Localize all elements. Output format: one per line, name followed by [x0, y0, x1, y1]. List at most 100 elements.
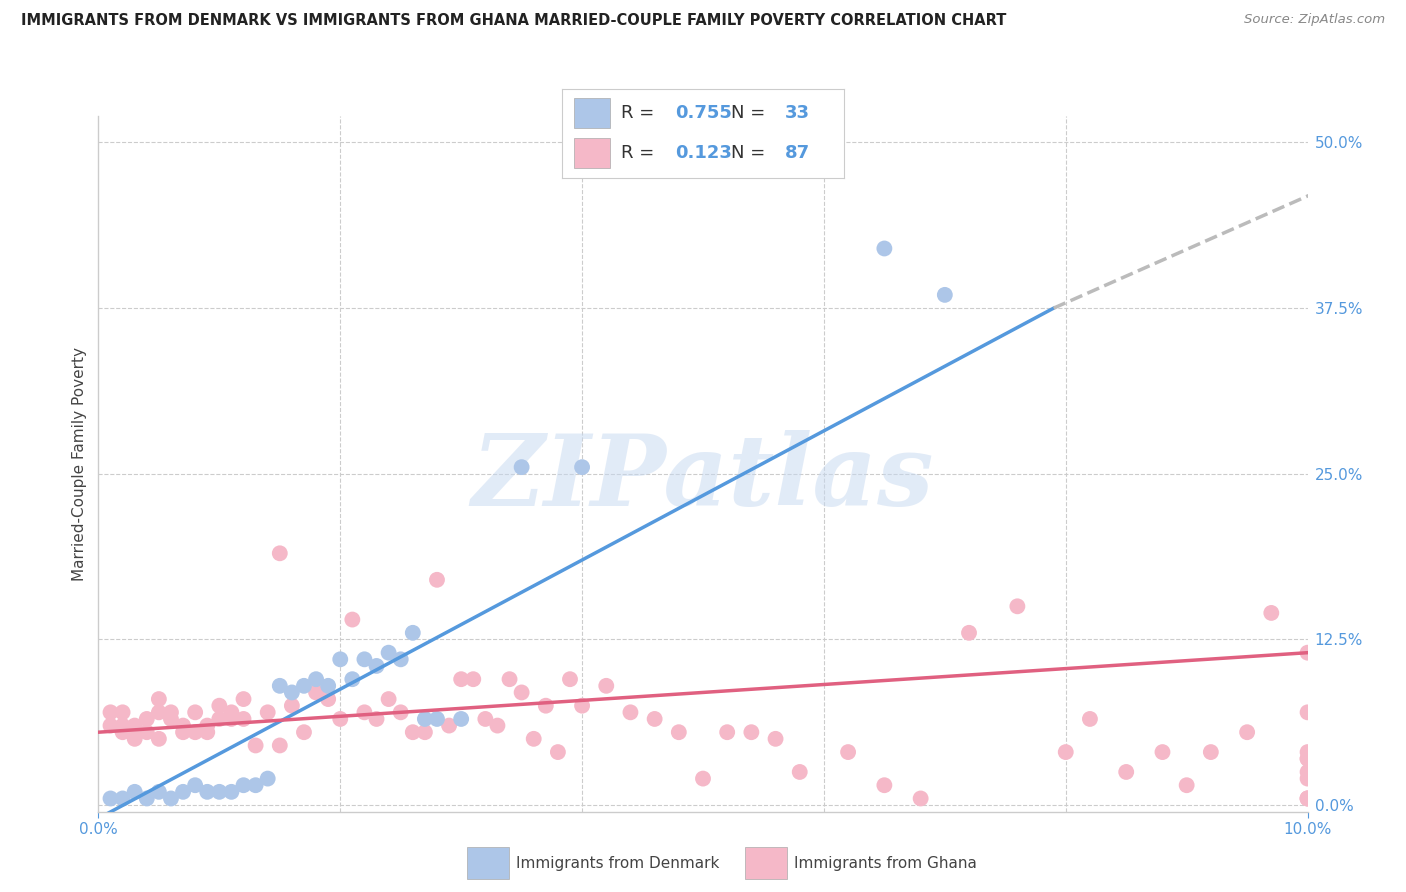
Point — [1175, 778, 1198, 792]
Point — [1078, 712, 1101, 726]
Text: N =: N = — [731, 103, 770, 122]
Point — [232, 712, 254, 726]
Point — [486, 718, 509, 732]
Point — [184, 778, 207, 792]
Point — [256, 706, 278, 720]
Point — [160, 791, 183, 805]
Point — [221, 706, 243, 720]
Point — [329, 652, 352, 666]
Point — [558, 672, 581, 686]
Point — [269, 679, 291, 693]
Point — [873, 778, 896, 792]
Point — [934, 288, 956, 302]
Point — [160, 706, 183, 720]
Text: Immigrants from Denmark: Immigrants from Denmark — [516, 855, 718, 871]
Point — [184, 706, 207, 720]
Point — [510, 460, 533, 475]
Point — [837, 745, 859, 759]
Text: Source: ZipAtlas.com: Source: ZipAtlas.com — [1244, 13, 1385, 27]
Point — [172, 785, 194, 799]
Point — [172, 718, 194, 732]
Point — [281, 685, 304, 699]
Point — [124, 731, 146, 746]
Point — [148, 692, 170, 706]
Point — [571, 698, 593, 713]
Point — [342, 672, 364, 686]
Point — [402, 625, 425, 640]
Point — [668, 725, 690, 739]
Point — [292, 679, 315, 693]
Point — [910, 791, 932, 805]
Point — [353, 706, 375, 720]
Point — [316, 692, 339, 706]
Point — [413, 712, 436, 726]
Text: 33: 33 — [785, 103, 810, 122]
Point — [450, 672, 472, 686]
Point — [692, 772, 714, 786]
Point — [437, 718, 460, 732]
Point — [377, 692, 399, 706]
Point — [100, 791, 122, 805]
Text: R =: R = — [621, 144, 666, 162]
Point — [450, 712, 472, 726]
Point — [353, 652, 375, 666]
Point — [256, 772, 278, 786]
Point — [619, 706, 641, 720]
Point — [1296, 791, 1319, 805]
Point — [873, 242, 896, 256]
Point — [1115, 764, 1137, 779]
Y-axis label: Married-Couple Family Poverty: Married-Couple Family Poverty — [72, 347, 87, 581]
Point — [221, 785, 243, 799]
Point — [595, 679, 617, 693]
Point — [1296, 772, 1319, 786]
Point — [740, 725, 762, 739]
Point — [1054, 745, 1077, 759]
Point — [232, 778, 254, 792]
Point — [245, 739, 267, 753]
Text: ZIPatlas: ZIPatlas — [472, 430, 934, 526]
Point — [269, 546, 291, 560]
Point — [100, 718, 122, 732]
Point — [316, 679, 339, 693]
Point — [1296, 745, 1319, 759]
Point — [765, 731, 787, 746]
Point — [571, 460, 593, 475]
Point — [1296, 706, 1319, 720]
Point — [389, 652, 412, 666]
Point — [269, 739, 291, 753]
Point — [208, 712, 231, 726]
Point — [305, 685, 328, 699]
Point — [135, 725, 157, 739]
Point — [221, 712, 243, 726]
Text: R =: R = — [621, 103, 661, 122]
Point — [195, 785, 218, 799]
Point — [644, 712, 666, 726]
Text: Immigrants from Ghana: Immigrants from Ghana — [794, 855, 977, 871]
Point — [413, 725, 436, 739]
Point — [426, 712, 449, 726]
Point — [716, 725, 738, 739]
Point — [342, 613, 364, 627]
Text: N =: N = — [731, 144, 770, 162]
Point — [135, 712, 157, 726]
Point — [232, 692, 254, 706]
Bar — [467, 847, 509, 879]
Point — [402, 725, 425, 739]
Text: IMMIGRANTS FROM DENMARK VS IMMIGRANTS FROM GHANA MARRIED-COUPLE FAMILY POVERTY C: IMMIGRANTS FROM DENMARK VS IMMIGRANTS FR… — [21, 13, 1007, 29]
Point — [281, 698, 304, 713]
Bar — [574, 98, 610, 128]
Point — [547, 745, 569, 759]
Point — [135, 791, 157, 805]
Point — [148, 785, 170, 799]
Point — [100, 706, 122, 720]
Point — [1296, 752, 1319, 766]
Point — [366, 659, 388, 673]
Point — [111, 725, 134, 739]
Point — [789, 764, 811, 779]
Text: 0.755: 0.755 — [675, 103, 731, 122]
Point — [1199, 745, 1222, 759]
Point — [426, 573, 449, 587]
Point — [377, 646, 399, 660]
Point — [208, 785, 231, 799]
Point — [184, 725, 207, 739]
